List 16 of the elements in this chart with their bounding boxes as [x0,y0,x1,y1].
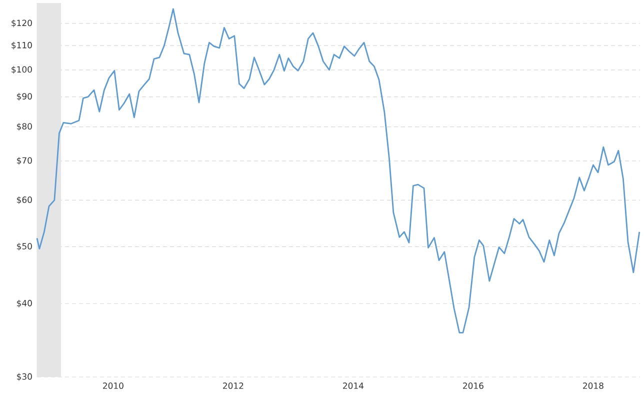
y-tick-label: $80 [17,122,32,131]
y-tick-label: $50 [17,242,32,251]
x-tick-label: 2016 [463,382,484,389]
y-tick-label: $110 [12,42,32,50]
y-tick-label: $60 [17,196,32,204]
x-tick-label: 2014 [343,382,364,389]
x-tick-label: 2010 [103,382,124,389]
y-tick-label: $70 [17,157,32,165]
y-tick-label: $90 [17,92,32,101]
y-tick-label: $30 [17,373,32,381]
y-tick-label: $100 [12,66,32,74]
x-tick-label: 2018 [583,382,604,389]
y-tick-label: $40 [17,300,32,308]
line-series [36,8,640,334]
x-tick-label: 2012 [223,382,244,389]
y-tick-label: $120 [12,20,32,28]
